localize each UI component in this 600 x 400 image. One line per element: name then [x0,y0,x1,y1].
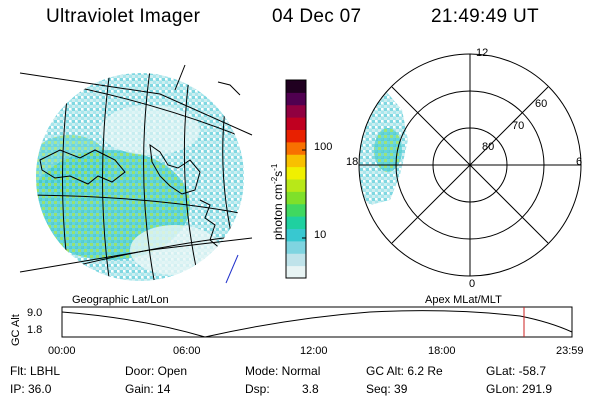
coastline-accent [225,254,239,284]
altitude-xtick-0000: 00:00 [48,345,76,357]
glon-info: GLon: 291.9 [486,382,553,396]
colorbar-segment [286,117,306,130]
altitude-ylabel: GC Alt [10,314,22,346]
colorbar-frame [285,79,307,279]
glat-info: GLat: -58.7 [486,364,547,378]
colorbar-segment [286,166,306,180]
door-info: Door: Open [125,364,188,378]
lat-label-80: 80 [482,141,495,153]
colorbar-tick-10: 10 [314,229,327,241]
apex-caption: Apex MLat/MLT [425,294,502,306]
dsp-value: 3.8 [302,382,319,396]
colorbar-segment [286,179,306,192]
time-label: 21:49:49 UT [431,6,539,27]
mlt-label-12: 12 [476,47,489,59]
mlt-label-6: 6 [576,156,583,168]
ip-info: IP: 36.0 [10,382,52,396]
dsp-label: Dsp: [245,382,270,396]
colorbar-segment [286,80,306,93]
lat-label-70: 70 [512,120,525,132]
colorbar-segment [286,240,306,254]
date-label: 04 Dec 07 [272,6,362,27]
mlt-label-0: 0 [469,278,476,290]
altitude-xtick-2359: 23:59 [556,345,584,357]
instrument-title: Ultraviolet Imager [46,6,201,27]
colorbar-segment [286,154,306,168]
colorbar-segment [286,203,306,217]
altitude-xtick-0600: 06:00 [173,345,201,357]
geographic-caption: Geographic Lat/Lon [72,294,169,306]
colorbar-segment [286,104,306,118]
colorbar-segment [286,141,306,155]
seq-info: Seq: 39 [366,382,408,396]
colorbar-tick-100: 100 [314,141,333,153]
colorbar-segment [286,129,306,143]
colorbar-segment [286,253,306,267]
filter-info: Flt: LBHL [10,364,61,378]
altitude-ytick-1-8: 1.8 [27,324,43,336]
lat-label-60: 60 [535,98,548,110]
altitude-xtick-1800: 18:00 [428,345,456,357]
mlt-label-18: 18 [346,156,359,168]
gc-alt-info: GC Alt: 6.2 Re [366,364,443,378]
colorbar-segment [286,92,306,106]
mode-info: Mode: Normal [245,364,321,378]
altitude-ytick-9: 9.0 [27,307,43,319]
altitude-xtick-1200: 12:00 [300,345,328,357]
colorbar-segment [286,216,306,229]
colorbar-segment [286,228,306,242]
gain-info: Gain: 14 [125,382,171,396]
colorbar-segment [286,191,306,205]
colorbar-segment [286,265,306,279]
